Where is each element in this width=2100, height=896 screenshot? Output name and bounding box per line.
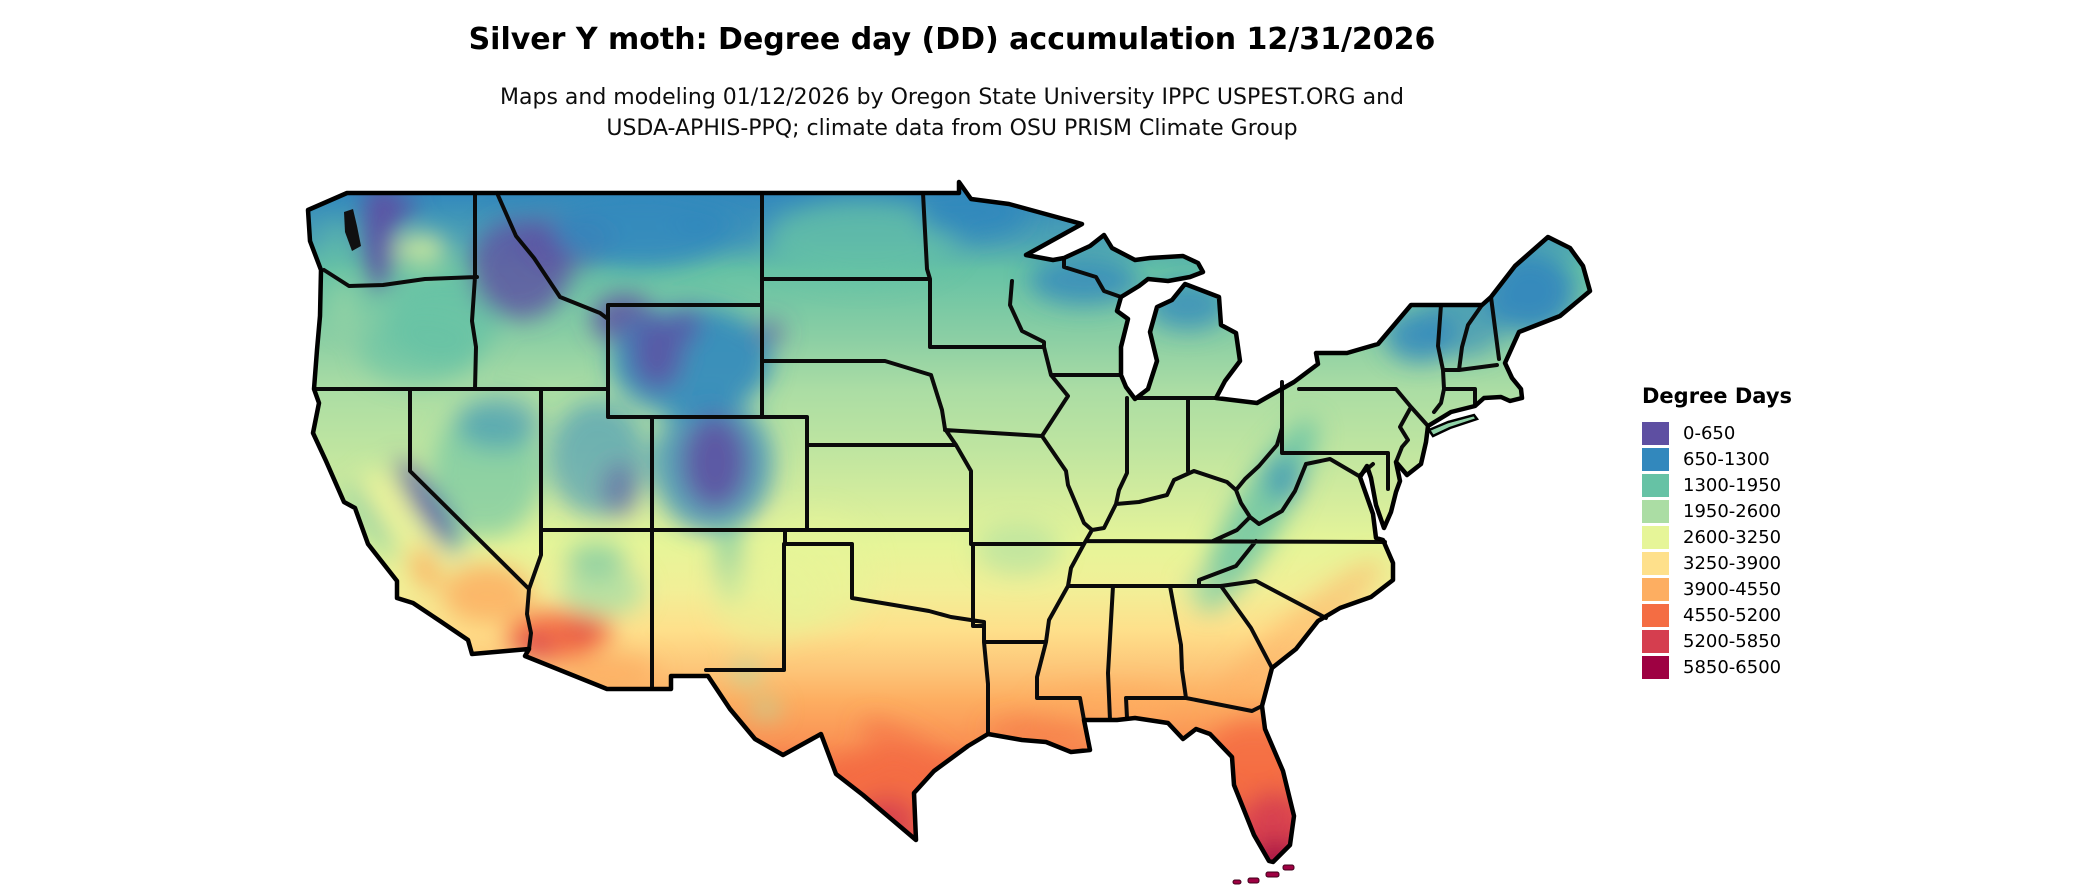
legend-item: 650-1300 [1642, 446, 1792, 472]
legend-label: 650-1300 [1683, 448, 1770, 470]
legend-label: 2600-3250 [1683, 526, 1782, 548]
legend-swatch [1642, 447, 1669, 471]
legend: Degree Days 0-650 650-1300 1300-1950 195… [1642, 384, 1792, 680]
legend-label: 5850-6500 [1683, 656, 1782, 678]
map-subtitle: Maps and modeling 01/12/2026 by Oregon S… [302, 82, 1602, 144]
legend-item: 3900-4550 [1642, 576, 1792, 602]
legend-swatch [1642, 421, 1669, 445]
legend-swatch [1642, 473, 1669, 497]
long-island [1427, 413, 1480, 438]
legend-swatch [1642, 577, 1669, 601]
legend-label: 0-650 [1683, 422, 1736, 444]
legend-label: 5200-5850 [1683, 630, 1782, 652]
subtitle-line-2: USDA-APHIS-PPQ; climate data from OSU PR… [606, 116, 1298, 141]
legend-swatch [1642, 551, 1669, 575]
legend-swatch [1642, 655, 1669, 679]
legend-label: 1950-2600 [1683, 500, 1782, 522]
legend-item: 0-650 [1642, 420, 1792, 446]
puget-sound [344, 209, 361, 251]
legend-swatch [1642, 629, 1669, 653]
legend-item: 5850-6500 [1642, 654, 1792, 680]
legend-item: 2600-3250 [1642, 524, 1792, 550]
legend-label: 3900-4550 [1683, 578, 1782, 600]
subtitle-line-1: Maps and modeling 01/12/2026 by Oregon S… [500, 85, 1404, 110]
legend-swatch [1642, 499, 1669, 523]
us-outline [305, 179, 1593, 865]
legend-label: 4550-5200 [1683, 604, 1782, 626]
legend-item: 1300-1950 [1642, 472, 1792, 498]
legend-swatch [1642, 525, 1669, 549]
florida-keys [1232, 864, 1295, 885]
legend-item: 1950-2600 [1642, 498, 1792, 524]
legend-label: 3250-3900 [1683, 552, 1782, 574]
legend-swatch [1642, 603, 1669, 627]
legend-title: Degree Days [1642, 384, 1793, 408]
page-title: Silver Y moth: Degree day (DD) accumulat… [468, 22, 1436, 57]
legend-item: 4550-5200 [1642, 602, 1792, 628]
legend-item: 3250-3900 [1642, 550, 1792, 576]
legend-item: 5200-5850 [1642, 628, 1792, 654]
legend-label: 1300-1950 [1683, 474, 1782, 496]
state-borders [312, 191, 1501, 736]
